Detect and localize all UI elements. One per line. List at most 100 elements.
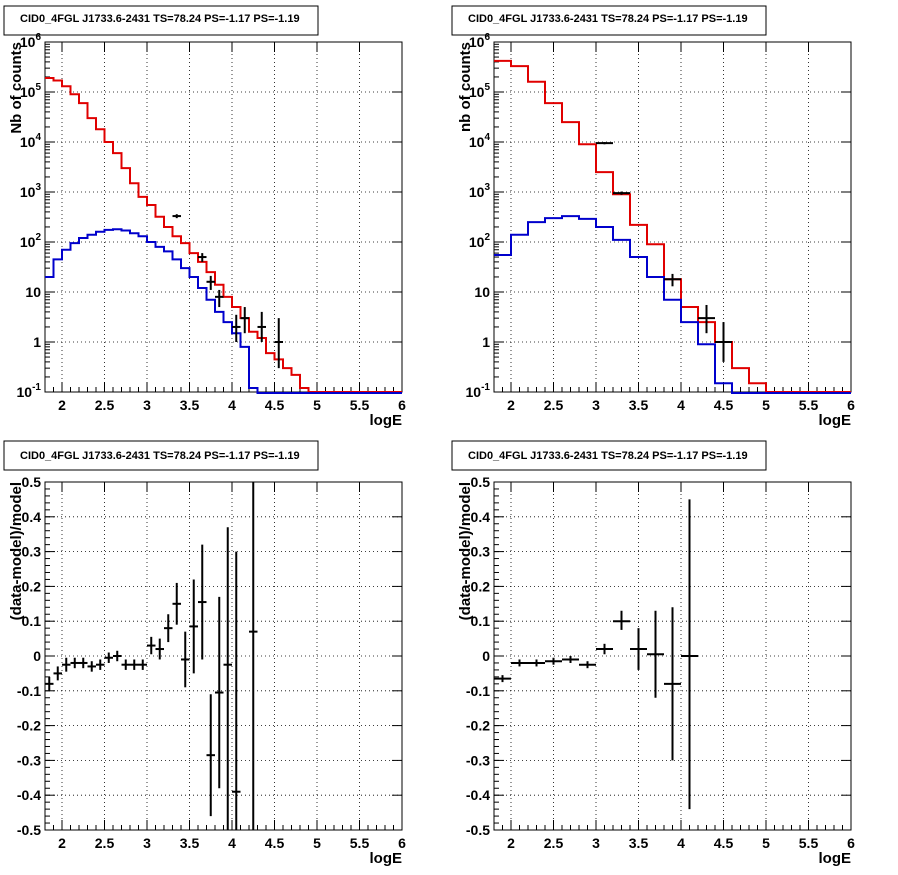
plot-area (44, 481, 403, 831)
plot-area (493, 41, 852, 393)
panel-residuals-fine: CID0_4FGL J1733.6-2431 TS=78.24 PS=-1.17… (3, 440, 406, 867)
y-tick-label: 104 (469, 132, 491, 150)
x-axis-title: logE (370, 412, 403, 429)
y-tick-label: 0.1 (22, 613, 42, 629)
series-layer (45, 482, 258, 830)
model-total-line (494, 59, 851, 393)
chart-title: CID0_4FGL J1733.6-2431 TS=78.24 PS=-1.17… (468, 450, 748, 462)
y-tick-label: 0.3 (471, 544, 491, 560)
title-box (3, 5, 319, 36)
x-tick-label: 5 (313, 835, 321, 851)
y-tick-label: 106 (469, 32, 491, 50)
x-tick-label: 4 (228, 835, 236, 851)
y-tick-label: 103 (20, 182, 42, 200)
x-tick-label: 6 (398, 397, 406, 413)
x-tick-label: 6 (847, 835, 855, 851)
y-tick-label: 104 (20, 132, 42, 150)
y-tick-label: 0.5 (22, 474, 42, 490)
x-tick-label: 2 (507, 835, 515, 851)
x-axis-title: logE (819, 850, 852, 867)
x-tick-label: 3 (143, 835, 151, 851)
title-box (451, 5, 767, 36)
y-tick-label: 0.1 (471, 613, 491, 629)
model-source-line (494, 215, 851, 394)
panel-residuals-coarse: CID0_4FGL J1733.6-2431 TS=78.24 PS=-1.17… (451, 440, 855, 867)
y-tick-label: 0.4 (471, 509, 491, 525)
y-tick-label: 0.2 (471, 578, 491, 594)
x-tick-label: 6 (398, 835, 406, 851)
y-tick-label: -0.2 (466, 718, 490, 734)
y-tick-label: 0.2 (22, 578, 42, 594)
y-tick-label: 105 (469, 82, 491, 100)
x-tick-label: 3.5 (629, 397, 649, 413)
y-tick-label: -0.3 (17, 752, 41, 768)
panel-spectrum-fine: CID0_4FGL J1733.6-2431 TS=78.24 PS=-1.17… (3, 5, 406, 429)
panel-spectrum-coarse: CID0_4FGL J1733.6-2431 TS=78.24 PS=-1.17… (451, 5, 855, 429)
y-tick-label: -0.1 (466, 683, 490, 699)
title-box (451, 440, 767, 471)
y-tick-label: 1 (482, 334, 490, 350)
chart-title: CID0_4FGL J1733.6-2431 TS=78.24 PS=-1.17… (468, 13, 748, 25)
x-tick-label: 2 (58, 397, 66, 413)
y-tick-label: 106 (20, 32, 42, 50)
y-axis-title: (data-model)/model (457, 482, 474, 620)
x-tick-label: 2 (58, 835, 66, 851)
chart-title: CID0_4FGL J1733.6-2431 TS=78.24 PS=-1.17… (20, 450, 300, 462)
x-tick-label: 2.5 (544, 397, 564, 413)
x-tick-label: 4 (228, 397, 236, 413)
y-tick-label: 10-1 (466, 382, 491, 400)
x-tick-label: 3 (592, 835, 600, 851)
y-tick-label: 105 (20, 82, 42, 100)
x-tick-label: 5.5 (350, 397, 370, 413)
y-tick-label: 0.3 (22, 544, 42, 560)
x-tick-label: 5.5 (350, 835, 370, 851)
x-tick-label: 4.5 (714, 397, 734, 413)
y-tick-label: -0.2 (17, 718, 41, 734)
y-tick-label: 102 (469, 232, 491, 250)
y-axis-title: Nb of counts (8, 42, 25, 134)
x-tick-label: 4 (677, 835, 685, 851)
y-tick-label: 0.5 (471, 474, 491, 490)
y-tick-label: -0.5 (17, 822, 41, 838)
plot-area (44, 41, 403, 393)
x-tick-label: 3 (143, 397, 151, 413)
x-tick-label: 3.5 (180, 397, 200, 413)
x-tick-label: 5.5 (799, 397, 819, 413)
y-tick-label: 0 (482, 648, 490, 664)
y-tick-label: 0 (33, 648, 41, 664)
model-source-line (45, 228, 402, 394)
x-axis-title: logE (370, 850, 403, 867)
y-tick-label: -0.3 (466, 752, 490, 768)
chart-title: CID0_4FGL J1733.6-2431 TS=78.24 PS=-1.17… (20, 13, 300, 25)
y-tick-label: 0.4 (22, 509, 42, 525)
x-tick-label: 2.5 (544, 835, 564, 851)
series-layer (494, 499, 698, 810)
x-tick-label: 2.5 (95, 835, 115, 851)
y-tick-label: 10 (25, 284, 41, 300)
y-tick-label: 1 (33, 334, 41, 350)
x-tick-label: 5 (762, 397, 770, 413)
x-tick-label: 4.5 (265, 397, 285, 413)
x-tick-label: 4 (677, 397, 685, 413)
y-tick-label: -0.4 (466, 787, 490, 803)
y-axis-title: (data-model)/model (8, 482, 25, 620)
y-tick-label: 102 (20, 232, 42, 250)
x-tick-label: 5 (313, 397, 321, 413)
y-tick-label: -0.4 (17, 787, 41, 803)
x-tick-label: 3.5 (180, 835, 200, 851)
x-tick-label: 2 (507, 397, 515, 413)
title-box (3, 440, 319, 471)
x-tick-label: 5.5 (799, 835, 819, 851)
x-tick-label: 5 (762, 835, 770, 851)
y-tick-label: 103 (469, 182, 491, 200)
y-tick-label: -0.5 (466, 822, 490, 838)
series-layer (45, 77, 402, 394)
x-tick-label: 4.5 (265, 835, 285, 851)
x-tick-label: 3 (592, 397, 600, 413)
y-tick-label: 10-1 (17, 382, 42, 400)
y-tick-label: 10 (474, 284, 490, 300)
x-tick-label: 4.5 (714, 835, 734, 851)
x-tick-label: 2.5 (95, 397, 115, 413)
y-axis-title: nb of counts (457, 42, 474, 132)
